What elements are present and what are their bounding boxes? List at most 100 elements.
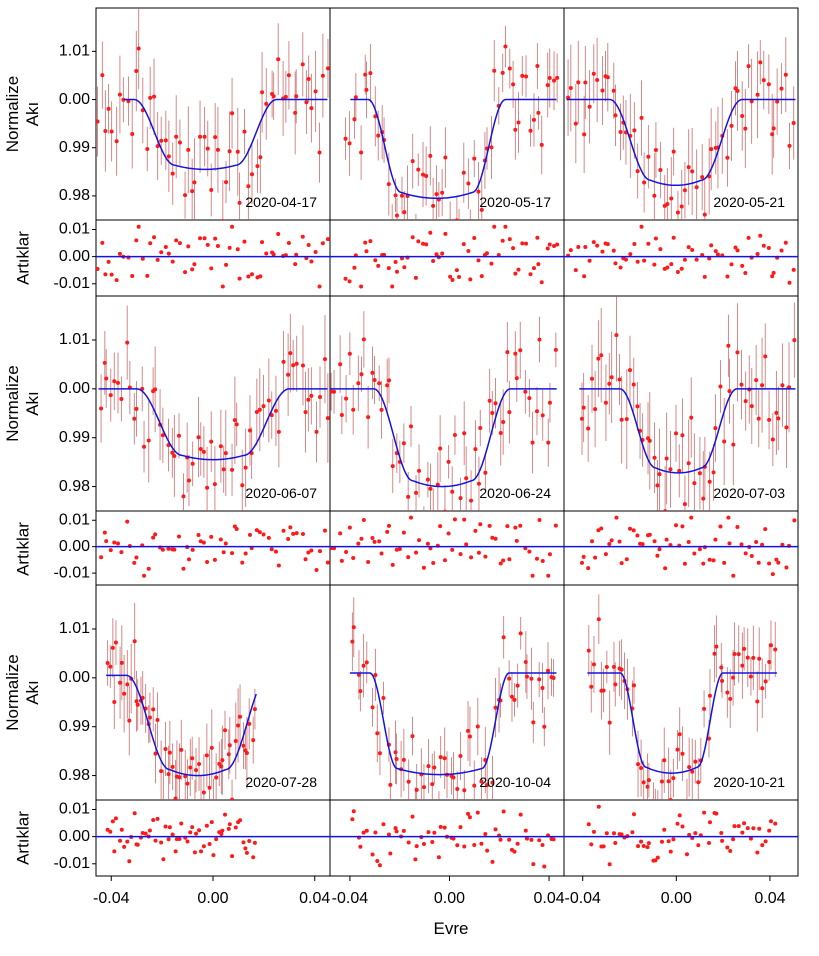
panel-6-flux-point — [749, 404, 754, 409]
panel-8-resid-point — [386, 832, 391, 837]
panel-4-resid-point — [142, 573, 147, 578]
panel-2-flux-point — [373, 114, 378, 119]
panel-3-resid-point — [746, 235, 751, 240]
panel-2-resid-point — [472, 236, 477, 241]
panel-7-resid-point — [118, 838, 123, 843]
panel-2-flux-point — [513, 127, 518, 132]
panel-1-resid-point — [294, 252, 299, 257]
panel-1-resid-point — [96, 267, 100, 272]
panel-5-resid-point — [534, 556, 539, 561]
panel-5-flux-point — [452, 433, 457, 438]
panel-9-flux-point — [736, 652, 741, 657]
panel-4-resid-point — [300, 532, 305, 537]
panel-8-resid-point — [438, 824, 443, 829]
panel-4-flux-point — [300, 363, 305, 368]
panel-7-resid-point — [227, 822, 232, 827]
panel-8-resid-point — [512, 849, 517, 854]
panel-5-flux-point — [344, 396, 349, 401]
panel-9-resid-point — [591, 829, 596, 834]
panel-6-model-curve — [579, 388, 796, 474]
panel-9-flux-point — [646, 778, 651, 783]
panel-3-resid-point — [766, 246, 771, 251]
panel-8-resid-point — [430, 840, 435, 845]
panel-3-flux-point — [694, 185, 699, 190]
panel-2-flux-point — [424, 173, 429, 178]
panel-9-flux-point — [702, 706, 707, 711]
panel-4-flux-point — [119, 397, 124, 402]
x-tick-label: -0.04 — [564, 890, 601, 907]
panel-5-resid-point — [397, 546, 402, 551]
panel-1-flux-point — [246, 184, 251, 189]
panel-9-flux-point — [662, 758, 667, 763]
panel-5-resid-point — [356, 541, 361, 546]
panel-3-flux-point — [729, 123, 734, 128]
panel-5-flux-point — [408, 424, 413, 429]
panel-4-flux-point — [209, 439, 214, 444]
panel-8-flux-point — [515, 683, 520, 688]
panel-7-flux-point — [238, 714, 243, 719]
panel-5-flux-point — [450, 489, 455, 494]
panel-2-resid-point — [410, 235, 415, 240]
panel-1-flux-point — [183, 193, 188, 198]
x-axis-label: Evre — [434, 919, 469, 938]
resid-tick-label: -0.01 — [54, 855, 91, 872]
panel-6-flux-point — [739, 382, 744, 387]
panel-8-resid-point — [490, 859, 495, 864]
panel-2-resid-point — [536, 262, 541, 267]
panel-6-flux-point — [680, 433, 685, 438]
panel-4-flux-point — [325, 416, 330, 421]
panel-6-flux-point — [586, 426, 591, 431]
panel-9-resid-point — [646, 841, 651, 846]
panel-1-flux-point — [325, 66, 330, 71]
panel-1-flux-point — [155, 144, 160, 149]
panel-2-flux-point — [393, 193, 398, 198]
x-tick-label: -0.04 — [93, 890, 130, 907]
panel-3-flux-point — [665, 201, 670, 206]
panel-7-flux-point — [127, 718, 132, 723]
panel-7-flux-point — [209, 745, 214, 750]
x-tick-label: -0.04 — [332, 890, 369, 907]
panel-8-flux-point — [493, 705, 498, 710]
panel-9-resid-point — [601, 844, 606, 849]
panel-9-flux-point — [706, 736, 711, 741]
panel-4-resid-point — [223, 541, 228, 546]
panel-2-flux-point — [472, 156, 477, 161]
panel-7-flux-point — [105, 661, 110, 666]
panel-9-resid-point — [745, 826, 750, 831]
panel-8-resid-point — [370, 852, 375, 857]
panel-4-resid-point — [325, 560, 330, 565]
panel-7-flux-point — [119, 660, 124, 665]
panel-4-resid-point — [209, 534, 214, 539]
panel-5-resid-point — [498, 561, 503, 566]
panel-4-resid-point — [108, 548, 113, 553]
panel-8-flux-point — [351, 625, 356, 630]
panel-8-resid-point — [501, 809, 506, 814]
panel-4-flux-point — [196, 435, 201, 440]
panel-7-resid-point — [201, 844, 206, 849]
panel-6-flux-point — [743, 399, 748, 404]
panel-1-flux-point — [213, 135, 218, 140]
panel-2-resid-point — [454, 268, 459, 273]
panel-9-flux-point — [720, 678, 725, 683]
panel-9-resid-point — [740, 830, 745, 835]
panel-6-resid-point — [754, 539, 759, 544]
panel-1-resid-point — [170, 259, 175, 264]
panel-2-resid-point — [402, 265, 407, 270]
panel-5-resid-point — [537, 518, 542, 523]
panel-7-resid-point — [219, 832, 224, 837]
panel-1-resid-point — [183, 270, 188, 275]
panel-7-flux-point — [147, 715, 152, 720]
resid-tick-label: 0.01 — [59, 801, 90, 818]
panel-5-resid-point — [339, 558, 344, 563]
panel-9-resid-point — [773, 821, 778, 826]
panel-3-flux-point — [758, 60, 763, 65]
panel-6-resid-point — [707, 557, 712, 562]
panel-8-resid-point — [377, 863, 382, 868]
panel-5-resid-points — [330, 515, 564, 578]
panel-7-flux-point — [193, 802, 197, 806]
panel-3-resid-point — [702, 274, 707, 279]
panel-2-flux-point — [443, 155, 448, 160]
panel-2-resid-point — [545, 246, 550, 251]
panel-8-resid-point — [394, 829, 399, 834]
panel-5-resid-point — [414, 550, 419, 555]
